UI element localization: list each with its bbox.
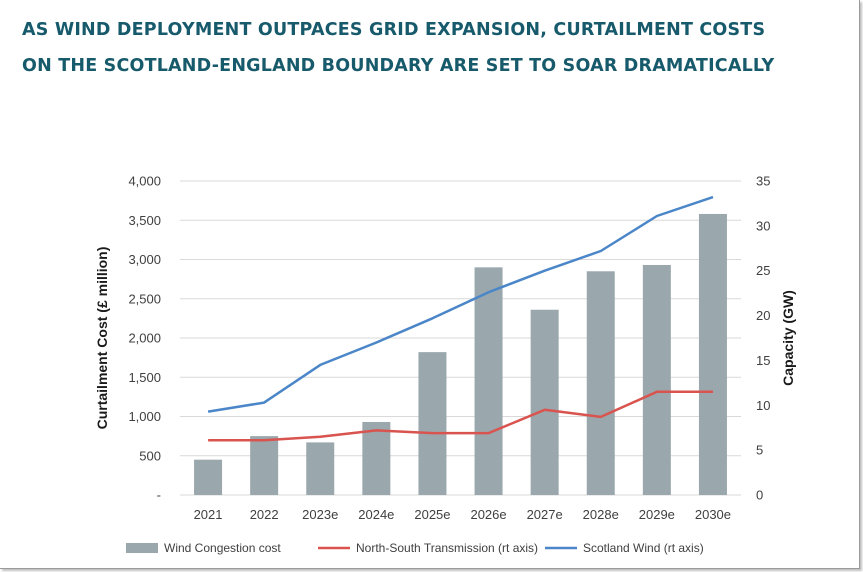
bar: [642, 264, 671, 495]
x-tick-label: 2028e: [583, 507, 619, 522]
x-tick-label: 2024e: [358, 507, 394, 522]
legend-label: Scotland Wind (rt axis): [583, 541, 704, 555]
y2-tick-label: 20: [756, 308, 770, 323]
bar: [362, 421, 391, 495]
y2-tick-label: 30: [756, 218, 770, 233]
series-line: [208, 390, 713, 442]
y2-tick-label: 5: [756, 443, 763, 458]
y-tick-label: 3,500: [128, 213, 161, 228]
x-tick-label: 2029e: [639, 507, 675, 522]
bar: [250, 436, 279, 495]
y2-tick-label: 35: [756, 174, 770, 189]
y-tick-label: -: [157, 488, 161, 503]
y2-tick-label: 15: [756, 353, 770, 368]
x-tick-label: 2022: [250, 507, 279, 522]
bar: [530, 309, 559, 495]
y-tick-label: 1,500: [128, 370, 161, 385]
x-tick-label: 2026e: [470, 507, 506, 522]
bar: [306, 442, 335, 495]
y2-tick-label: 25: [756, 263, 770, 278]
y-tick-label: 3,000: [128, 252, 161, 267]
legend-swatch: [126, 543, 158, 553]
bar: [474, 267, 503, 495]
y-tick-label: 2,000: [128, 331, 161, 346]
y2-tick-label: 10: [756, 398, 770, 413]
y2-axis-title: Capacity (GW): [780, 290, 796, 386]
x-tick-label: 2023e: [302, 507, 338, 522]
y-tick-label: 1,000: [128, 409, 161, 424]
legend-label: North-South Transmission (rt axis): [356, 541, 538, 555]
x-tick-label: 2027e: [527, 507, 563, 522]
x-tick-label: 2021: [194, 507, 223, 522]
bar: [194, 459, 223, 495]
bar: [586, 271, 615, 495]
chart-title-line-1: AS WIND DEPLOYMENT OUTPACES GRID EXPANSI…: [22, 20, 766, 40]
x-tick-label: 2025e: [414, 507, 450, 522]
series-line: [207, 195, 714, 413]
bar: [698, 213, 727, 495]
chart-title-line-2: ON THE SCOTLAND-ENGLAND BOUNDARY ARE SET…: [22, 56, 775, 76]
bar: [418, 352, 447, 495]
y-tick-label: 500: [139, 448, 161, 463]
y-tick-label: 4,000: [128, 174, 161, 189]
x-tick-label: 2030e: [695, 507, 731, 522]
y-axis-title: Curtailment Cost (£ million): [94, 247, 110, 430]
y-tick-label: 2,500: [128, 291, 161, 306]
legend-label: Wind Congestion cost: [164, 541, 281, 555]
y2-tick-label: 0: [756, 488, 763, 503]
